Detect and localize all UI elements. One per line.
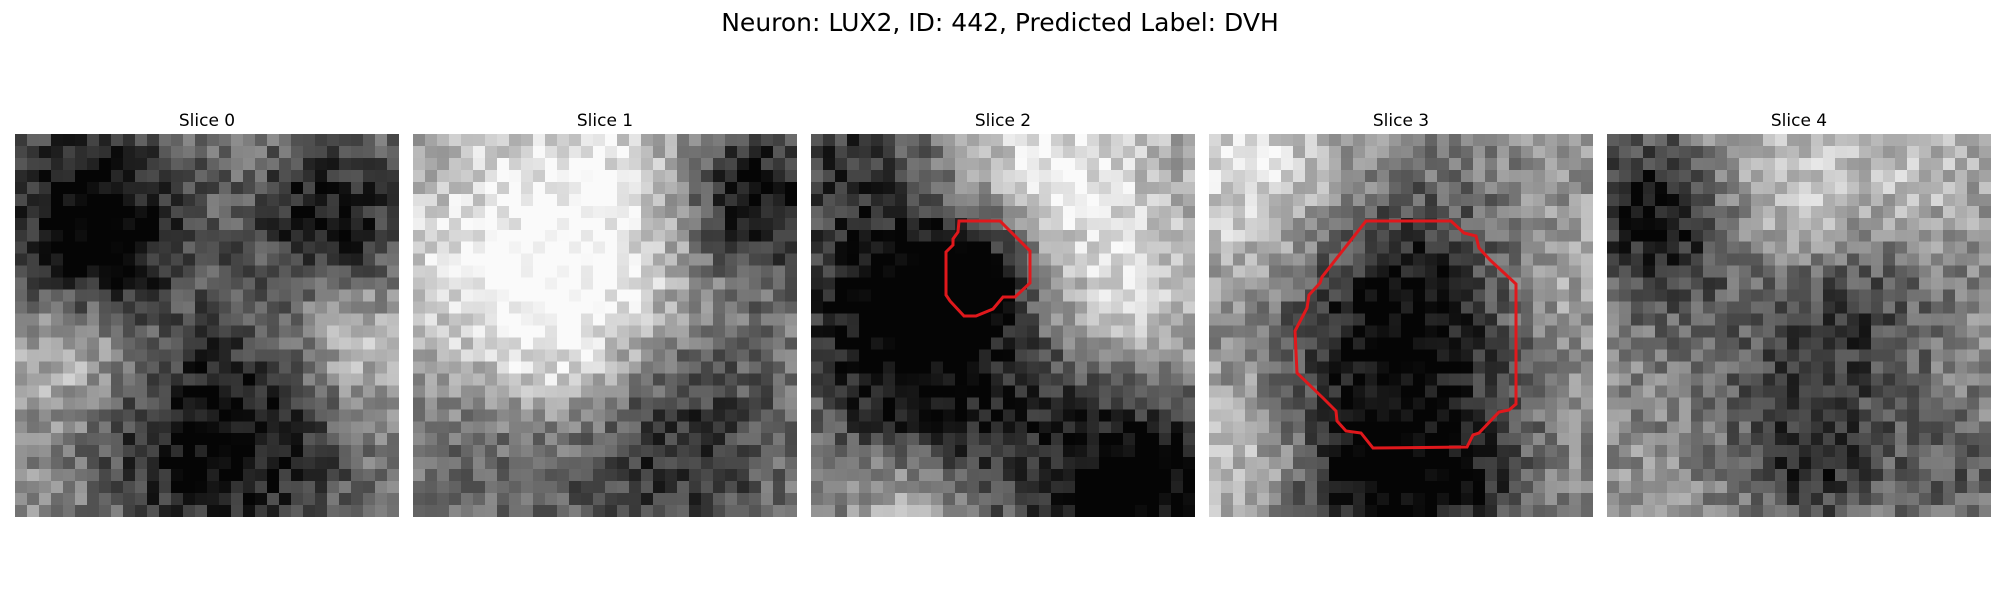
roi-contour-2: [944, 219, 1032, 318]
slice-image-1: [413, 134, 797, 517]
roi-contour-3: [1293, 219, 1518, 450]
slice-title-1: Slice 1: [576, 111, 634, 131]
slice-title-3: Slice 3: [1372, 111, 1430, 131]
slice-image-4: [1607, 134, 1991, 517]
figure-title: Neuron: LUX2, ID: 442, Predicted Label: …: [721, 8, 1279, 37]
slice-title-2: Slice 2: [974, 111, 1032, 131]
slice-image-0: [15, 134, 399, 517]
slice-panel-3: Slice 3: [1209, 108, 1593, 517]
slice-image-2: [811, 134, 1195, 517]
roi-contour-outline-2: [944, 219, 1032, 318]
slice-title-0: Slice 0: [178, 111, 236, 131]
slice-title-4: Slice 4: [1770, 111, 1828, 131]
slice-panel-2: Slice 2: [811, 108, 1195, 517]
slice-image-3: [1209, 134, 1593, 517]
slice-panel-4: Slice 4: [1607, 108, 1991, 517]
slice-panel-1: Slice 1: [413, 108, 797, 517]
roi-contour-outline-3: [1293, 219, 1518, 450]
slice-panel-0: Slice 0: [15, 108, 399, 517]
